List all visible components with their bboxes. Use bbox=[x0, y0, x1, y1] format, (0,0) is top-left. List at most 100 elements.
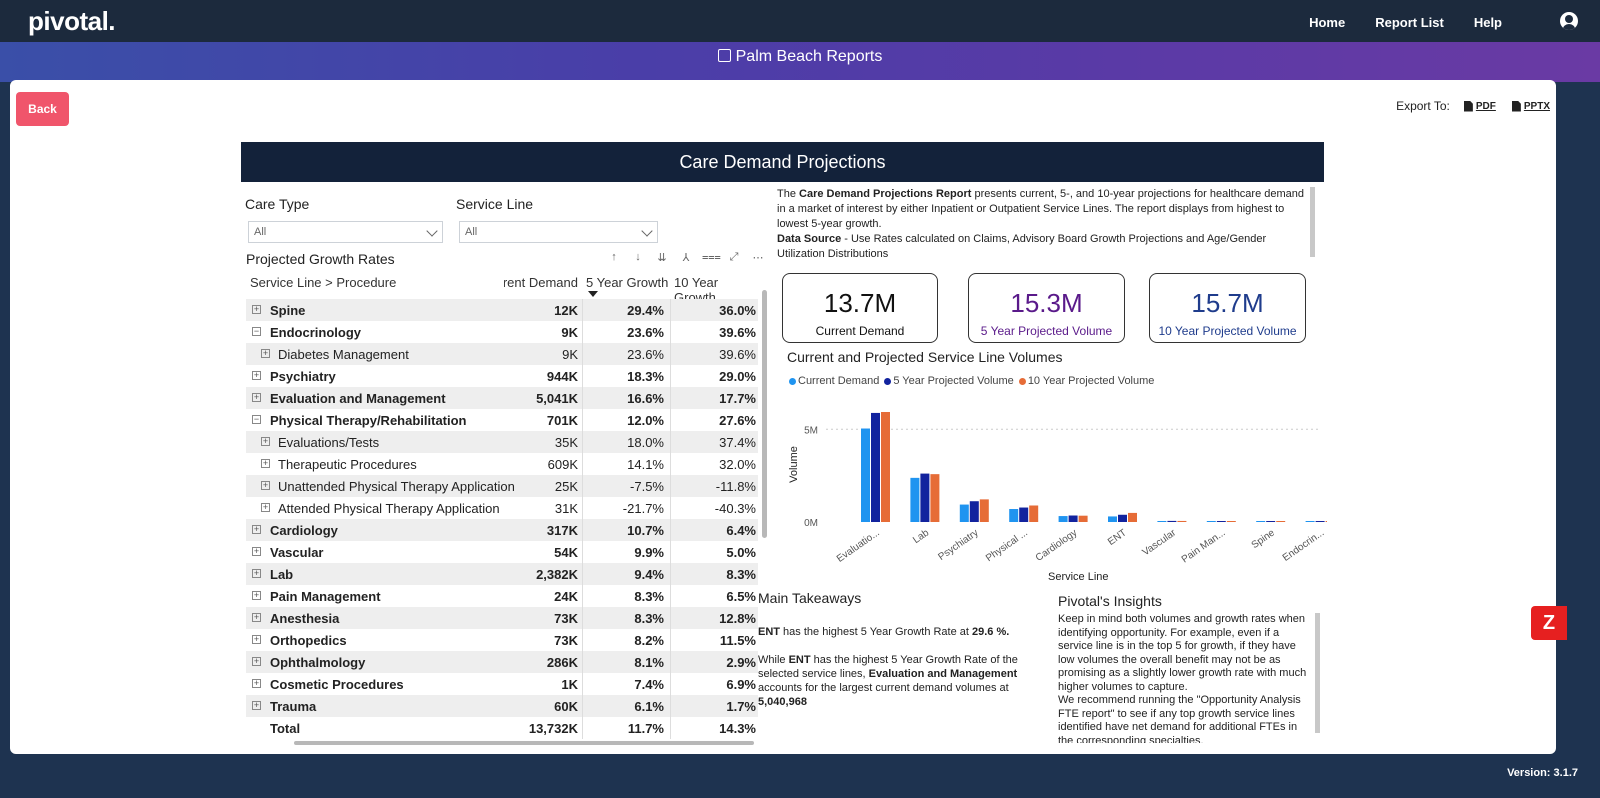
expand-toggle-icon[interactable]: + bbox=[252, 612, 261, 622]
table-row[interactable]: + Anesthesia 73K 8.3% 12.8% bbox=[246, 607, 758, 629]
table-row[interactable]: + Lab 2,382K 9.4% 8.3% bbox=[246, 563, 758, 585]
insights-scrollbar[interactable] bbox=[1315, 613, 1320, 733]
column-divider bbox=[670, 321, 671, 343]
table-row[interactable]: + Cardiology 317K 10.7% 6.4% bbox=[246, 519, 758, 541]
table-row[interactable]: + Pain Management 24K 8.3% 6.5% bbox=[246, 585, 758, 607]
back-button[interactable]: Back bbox=[16, 92, 69, 126]
bar bbox=[969, 501, 979, 522]
legend-item[interactable]: Current Demand bbox=[789, 375, 879, 387]
pivotal-logo[interactable]: pivotal. bbox=[28, 6, 116, 36]
x-tick-label: ENT bbox=[1106, 527, 1129, 547]
cell-5yr-growth: 7.4% bbox=[634, 677, 664, 692]
col-header-service-line[interactable]: Service Line > Procedure bbox=[250, 275, 397, 290]
kpi-10yr-volume: 15.7M 10 Year Projected Volume bbox=[1149, 273, 1306, 343]
bar bbox=[1216, 521, 1226, 522]
expand-toggle-icon[interactable]: + bbox=[252, 392, 261, 402]
expand-toggle-icon[interactable]: − bbox=[252, 326, 261, 336]
expand-toggle-icon[interactable]: + bbox=[252, 700, 261, 710]
cell-10yr-growth: 17.7% bbox=[719, 391, 756, 406]
cell-5yr-growth: 8.2% bbox=[634, 633, 664, 648]
legend-item[interactable]: 10 Year Projected Volume bbox=[1018, 375, 1154, 387]
expand-toggle-icon[interactable]: + bbox=[252, 568, 261, 578]
bar bbox=[910, 477, 920, 522]
table-row[interactable]: − Endocrinology 9K 23.6% 39.6% bbox=[246, 321, 758, 343]
next-level-icon[interactable]: ⇊ bbox=[657, 252, 667, 264]
table-row[interactable]: + Trauma 60K 6.1% 1.7% bbox=[246, 695, 758, 717]
focus-mode-icon[interactable]: ⤢ bbox=[729, 251, 739, 263]
nav-help-link[interactable]: Help bbox=[1473, 15, 1502, 30]
table-total-row[interactable]: Total 13,732K 11.7% 14.3% bbox=[246, 717, 758, 739]
bar bbox=[871, 412, 880, 522]
table-row[interactable]: + Therapeutic Procedures 609K 14.1% 32.0% bbox=[246, 453, 758, 475]
drill-down-icon[interactable]: ↓ bbox=[635, 251, 641, 263]
filter-icon[interactable]: ⩶ bbox=[702, 251, 721, 263]
insights-text: Keep in mind both volumes and growth rat… bbox=[1058, 613, 1314, 743]
export-label: Export To: bbox=[1396, 99, 1450, 113]
table-row[interactable]: + Attended Physical Therapy Application 31… bbox=[246, 497, 758, 519]
drill-up-icon[interactable]: ↑ bbox=[611, 251, 617, 263]
export-pptx-link[interactable]: PPTX bbox=[1511, 100, 1550, 112]
expand-toggle-icon[interactable]: + bbox=[261, 480, 270, 490]
expand-toggle-icon[interactable]: + bbox=[261, 436, 270, 446]
table-horizontal-scrollbar[interactable] bbox=[294, 741, 754, 745]
table-row[interactable]: + Vascular 54K 9.9% 5.0% bbox=[246, 541, 758, 563]
edit-icon[interactable] bbox=[717, 49, 731, 62]
expand-toggle-icon[interactable]: + bbox=[252, 370, 261, 380]
col-header-5yr-growth[interactable]: 5 Year Growth bbox=[586, 275, 669, 290]
row-label: Cardiology bbox=[270, 523, 338, 538]
cell-5yr-growth: 23.6% bbox=[627, 347, 664, 362]
cell-10yr-growth: 1.7% bbox=[726, 699, 756, 714]
table-row[interactable]: + Diabetes Management 9K 23.6% 39.6% bbox=[246, 343, 758, 365]
expand-toggle-icon[interactable]: − bbox=[252, 414, 261, 424]
table-row[interactable]: + Orthopedics 73K 8.2% 11.5% bbox=[246, 629, 758, 651]
expand-toggle-icon[interactable]: + bbox=[261, 458, 270, 468]
table-row[interactable]: + Psychiatry 944K 18.3% 29.0% bbox=[246, 365, 758, 387]
bar bbox=[1128, 512, 1137, 522]
cell-5yr-growth: -7.5% bbox=[630, 479, 664, 494]
x-axis-title: Service Line bbox=[1048, 571, 1109, 583]
expand-toggle-icon[interactable]: + bbox=[252, 546, 261, 556]
care-type-select[interactable]: All bbox=[248, 221, 443, 243]
table-row[interactable]: + Ophthalmology 286K 8.1% 2.9% bbox=[246, 651, 758, 673]
row-label: Psychiatry bbox=[270, 369, 336, 384]
more-options-icon[interactable]: ⋯ bbox=[752, 252, 764, 264]
nav-home-link[interactable]: Home bbox=[1309, 15, 1346, 30]
expand-toggle-icon[interactable]: + bbox=[252, 590, 261, 600]
bar bbox=[1009, 509, 1019, 522]
expand-toggle-icon[interactable]: + bbox=[252, 656, 261, 666]
feedback-widget-button[interactable]: Z bbox=[1531, 606, 1567, 640]
table-row[interactable]: + Evaluations/Tests 35K 18.0% 37.4% bbox=[246, 431, 758, 453]
expand-toggle-icon[interactable]: + bbox=[261, 348, 270, 358]
col-header-current-demand[interactable]: rent Demand bbox=[504, 275, 578, 290]
bar bbox=[1177, 520, 1187, 522]
cell-current-demand: 609K bbox=[547, 457, 578, 472]
takeaways-title: Main Takeaways bbox=[758, 590, 862, 606]
table-header: Service Line > Procedure rent Demand 5 Y… bbox=[246, 272, 758, 305]
service-line-select[interactable]: All bbox=[459, 221, 658, 243]
user-account-icon[interactable] bbox=[1560, 12, 1578, 30]
expand-toggle-icon[interactable]: + bbox=[261, 502, 270, 512]
table-row[interactable]: + Cosmetic Procedures 1K 7.4% 6.9% bbox=[246, 673, 758, 695]
table-title: Projected Growth Rates bbox=[246, 251, 395, 267]
nav-report-list-link[interactable]: Report List bbox=[1375, 15, 1444, 30]
table-row[interactable]: + Unattended Physical Therapy Application… bbox=[246, 475, 758, 497]
cell-current-demand: 13,732K bbox=[528, 721, 578, 736]
expand-toggle-icon[interactable]: + bbox=[252, 304, 261, 314]
cell-current-demand: 35K bbox=[554, 435, 578, 450]
table-row[interactable]: + Spine 12K 29.4% 36.0% bbox=[246, 299, 758, 321]
table-vertical-scrollbar[interactable] bbox=[762, 290, 767, 538]
version-label: Version: 3.1.7 bbox=[1507, 767, 1578, 779]
description-scrollbar[interactable] bbox=[1310, 187, 1315, 257]
table-row[interactable]: − Physical Therapy/Rehabilitation 701K 12.0… bbox=[246, 409, 758, 431]
expand-toggle-icon[interactable]: + bbox=[252, 634, 261, 644]
expand-toggle-icon[interactable]: + bbox=[252, 524, 261, 534]
export-pdf-link[interactable]: PDF bbox=[1463, 100, 1496, 112]
row-label: Trauma bbox=[270, 699, 317, 714]
table-row[interactable]: + Evaluation and Management 5,041K 16.6% 17.… bbox=[246, 387, 758, 409]
column-divider bbox=[582, 343, 583, 365]
expand-toggle-icon[interactable]: + bbox=[252, 678, 261, 688]
legend-item[interactable]: 5 Year Projected Volume bbox=[884, 375, 1014, 387]
cell-5yr-growth: 14.1% bbox=[627, 457, 664, 472]
x-tick-label: Evaluatio... bbox=[835, 527, 882, 564]
expand-hierarchy-icon[interactable]: ⅄ bbox=[682, 252, 690, 264]
